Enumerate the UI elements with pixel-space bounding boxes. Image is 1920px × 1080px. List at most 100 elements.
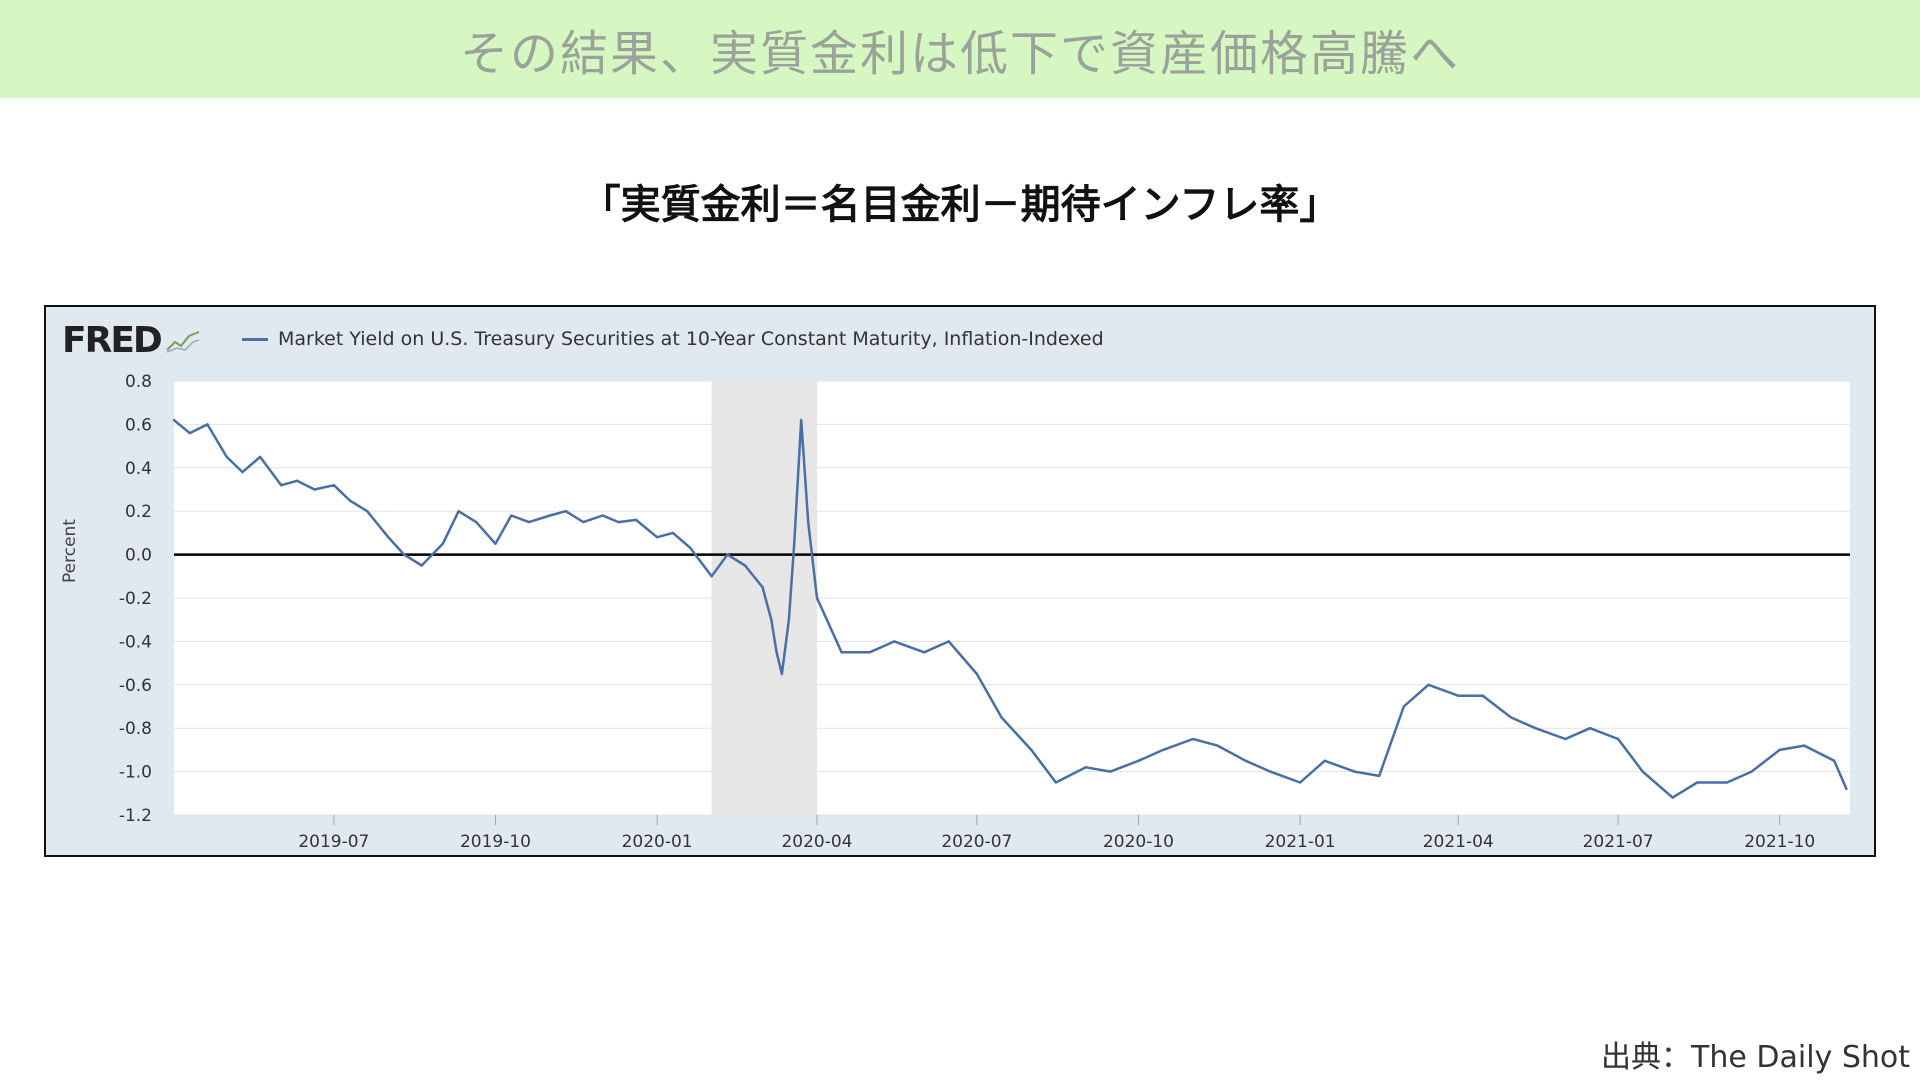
- data-point: [172, 418, 176, 422]
- data-point: [402, 553, 406, 556]
- data-point: [582, 520, 585, 524]
- y-tick-label: 0.2: [125, 502, 152, 522]
- data-point: [279, 483, 283, 487]
- fred-logo: FRED: [62, 315, 201, 365]
- data-point: [815, 596, 819, 600]
- x-tick-label: 2021-10: [1744, 832, 1815, 852]
- x-tick-label: 2021-07: [1583, 832, 1654, 852]
- data-point: [840, 651, 843, 654]
- y-tick-label: 0.4: [125, 459, 152, 479]
- legend-label: Market Yield on U.S. Treasury Securities…: [278, 328, 1104, 350]
- x-tick-label: 2021-04: [1423, 832, 1494, 852]
- y-tick-label: 0.6: [125, 415, 152, 435]
- data-point: [1509, 716, 1513, 719]
- data-point: [474, 520, 478, 524]
- data-point: [241, 470, 244, 474]
- fred-logo-graph-icon: [164, 326, 201, 354]
- data-point: [457, 510, 460, 513]
- data-point: [1671, 796, 1674, 799]
- legend-swatch: [242, 337, 268, 341]
- data-point: [634, 518, 638, 522]
- data-point: [947, 640, 950, 643]
- data-point: [1616, 737, 1620, 741]
- y-tick-label: -1.0: [119, 763, 152, 783]
- data-point: [787, 618, 791, 621]
- x-tick-label: 2020-01: [622, 832, 693, 852]
- fred-brand-text: FRED: [62, 319, 163, 361]
- data-point: [1353, 770, 1356, 773]
- data-point: [1481, 694, 1485, 697]
- data-point: [1269, 770, 1272, 773]
- data-point: [188, 431, 192, 435]
- banner-title: その結果、実質金利は低下で資産価格高騰へ: [459, 26, 1460, 82]
- data-point: [1244, 759, 1247, 762]
- data-point: [775, 651, 778, 654]
- x-tick-label: 2020-04: [781, 832, 852, 852]
- data-point: [494, 542, 497, 545]
- x-tick-label: 2019-07: [298, 832, 369, 852]
- data-point: [1109, 770, 1112, 773]
- data-point: [564, 510, 567, 513]
- y-tick-label: -0.2: [119, 589, 152, 609]
- data-point: [225, 455, 228, 459]
- x-tick-label: 2021-01: [1265, 832, 1336, 852]
- y-tick-label: -0.6: [119, 676, 152, 696]
- data-point: [601, 514, 604, 517]
- data-point: [1298, 781, 1302, 784]
- data-point: [1427, 683, 1430, 686]
- data-point: [975, 672, 979, 676]
- data-point: [1832, 759, 1836, 762]
- data-point: [1534, 727, 1537, 730]
- data-point: [689, 546, 692, 550]
- data-point: [617, 520, 620, 524]
- data-point: [710, 575, 713, 578]
- data-point: [1803, 744, 1806, 747]
- y-tick-label: -0.4: [119, 632, 152, 652]
- data-point: [1054, 781, 1058, 784]
- data-point: [743, 564, 747, 567]
- top-banner: その結果、実質金利は低下で資産価格高騰へ: [0, 0, 1920, 98]
- data-point: [1641, 770, 1644, 773]
- source-credit: 出典：The Daily Shot: [1601, 1040, 1910, 1075]
- data-point: [770, 618, 773, 621]
- x-tick-label: 2019-10: [460, 832, 531, 852]
- data-point: [1588, 727, 1592, 730]
- data-point: [332, 483, 336, 487]
- y-tick-label: -1.2: [119, 806, 152, 826]
- y-tick-label: -0.8: [119, 719, 152, 739]
- y-tick-label: 0.8: [125, 372, 152, 392]
- data-point: [1457, 694, 1460, 697]
- data-point: [527, 520, 531, 524]
- data-point: [1695, 781, 1699, 784]
- data-point: [206, 423, 209, 426]
- y-tick-label: 0.0: [125, 546, 152, 566]
- data-point: [348, 499, 351, 502]
- data-point: [295, 479, 299, 483]
- data-point: [1402, 705, 1405, 708]
- chart-plot: 0.80.60.40.20.0-0.2-0.4-0.6-0.8-1.0-1.2 …: [119, 372, 1850, 852]
- data-point: [1000, 716, 1003, 719]
- data-point: [1137, 759, 1140, 762]
- data-point: [780, 672, 784, 676]
- slide-subtitle: 「実質金利＝名目金利－期待インフレ率」: [580, 182, 1340, 228]
- data-point: [1191, 737, 1195, 741]
- data-point: [922, 651, 926, 654]
- x-tick-label: 2020-07: [941, 832, 1012, 852]
- data-point: [1778, 748, 1781, 752]
- data-point: [792, 542, 796, 545]
- data-point: [313, 488, 316, 491]
- data-point: [1725, 781, 1729, 784]
- data-point: [1845, 787, 1848, 791]
- chart-frame: FRED Market Yield on U.S. Treasury Secur…: [44, 305, 1876, 857]
- data-point: [1323, 759, 1326, 762]
- data-point: [671, 531, 675, 535]
- data-point: [655, 536, 659, 539]
- data-point: [548, 514, 552, 517]
- data-point: [1161, 748, 1165, 752]
- data-point: [420, 564, 423, 567]
- data-point: [1564, 737, 1567, 741]
- data-point: [387, 536, 390, 539]
- data-point: [1084, 766, 1087, 769]
- data-point: [868, 651, 871, 654]
- data-point: [510, 514, 513, 517]
